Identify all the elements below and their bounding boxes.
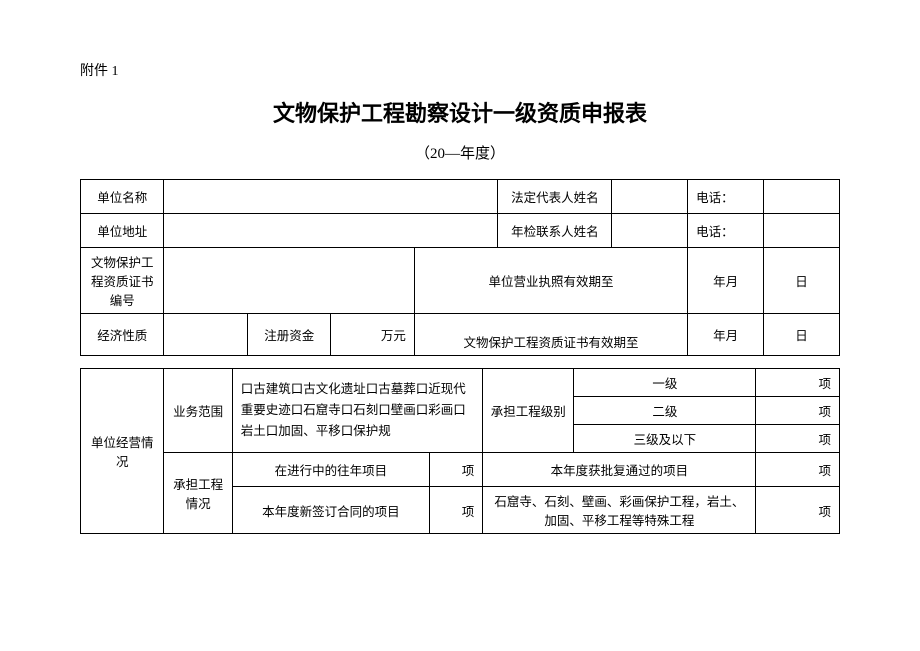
attachment-label: 附件 1 bbox=[80, 60, 840, 80]
ongoing-label: 在进行中的往年项目 bbox=[232, 453, 429, 487]
level-1-label: 一级 bbox=[574, 369, 756, 397]
cert-valid-label: 文物保护工程资质证书有效期至 bbox=[414, 314, 687, 356]
scope-text: 口古建筑口古文化遗址口古墓葬口近现代重要史迹口石窟寺口石刻口壁画口彩画口岩土口加… bbox=[232, 369, 482, 453]
ongoing-unit: 项 bbox=[430, 453, 483, 487]
special-unit: 项 bbox=[756, 487, 840, 534]
newsign-label: 本年度新签订合同的项目 bbox=[232, 487, 429, 534]
contact-value bbox=[612, 214, 688, 248]
approved-label: 本年度获批复通过的项目 bbox=[483, 453, 756, 487]
table-header-info: 单位名称 法定代表人姓名 电话： 单位地址 年检联系人姓名 电话： 文物保护工程… bbox=[80, 179, 840, 356]
cert-valid-ym: 年月 bbox=[688, 314, 764, 356]
page-subtitle: （20—年度） bbox=[80, 142, 840, 163]
license-valid-ym: 年月 bbox=[688, 248, 764, 314]
phone-label-1: 电话： bbox=[688, 180, 764, 214]
legal-rep-value bbox=[612, 180, 688, 214]
license-valid-label: 单位营业执照有效期至 bbox=[414, 248, 687, 314]
unit-addr-value bbox=[164, 214, 498, 248]
newsign-unit: 项 bbox=[430, 487, 483, 534]
legal-rep-label: 法定代表人姓名 bbox=[498, 180, 612, 214]
level-3-unit: 项 bbox=[756, 425, 840, 453]
unit-status-label: 单位经营情况 bbox=[81, 369, 164, 534]
license-valid-d: 日 bbox=[764, 248, 840, 314]
phone-value-1 bbox=[764, 180, 840, 214]
special-label: 石窟寺、石刻、壁画、彩画保护工程，岩土、加固、平移工程等特殊工程 bbox=[483, 487, 756, 534]
proj-status-label: 承担工程情况 bbox=[164, 453, 232, 534]
reg-capital-label: 注册资金 bbox=[247, 314, 330, 356]
economy-label: 经济性质 bbox=[81, 314, 164, 356]
economy-value bbox=[164, 314, 247, 356]
level-3-label: 三级及以下 bbox=[574, 425, 756, 453]
unit-name-label: 单位名称 bbox=[81, 180, 164, 214]
level-2-unit: 项 bbox=[756, 397, 840, 425]
contact-label: 年检联系人姓名 bbox=[498, 214, 612, 248]
cert-no-label: 文物保护工程资质证书编号 bbox=[81, 248, 164, 314]
phone-value-2 bbox=[764, 214, 840, 248]
reg-capital-unit: 万元 bbox=[331, 314, 414, 356]
level-2-label: 二级 bbox=[574, 397, 756, 425]
approved-unit: 项 bbox=[756, 453, 840, 487]
phone-label-2: 电话： bbox=[688, 214, 764, 248]
level-label: 承担工程级别 bbox=[483, 369, 574, 453]
page-title: 文物保护工程勘察设计一级资质申报表 bbox=[80, 96, 840, 128]
scope-label: 业务范围 bbox=[164, 369, 232, 453]
level-1-unit: 项 bbox=[756, 369, 840, 397]
unit-name-value bbox=[164, 180, 498, 214]
cert-no-value bbox=[164, 248, 414, 314]
cert-valid-d: 日 bbox=[764, 314, 840, 356]
table-business-status: 单位经营情况 业务范围 口古建筑口古文化遗址口古墓葬口近现代重要史迹口石窟寺口石… bbox=[80, 368, 840, 534]
unit-addr-label: 单位地址 bbox=[81, 214, 164, 248]
